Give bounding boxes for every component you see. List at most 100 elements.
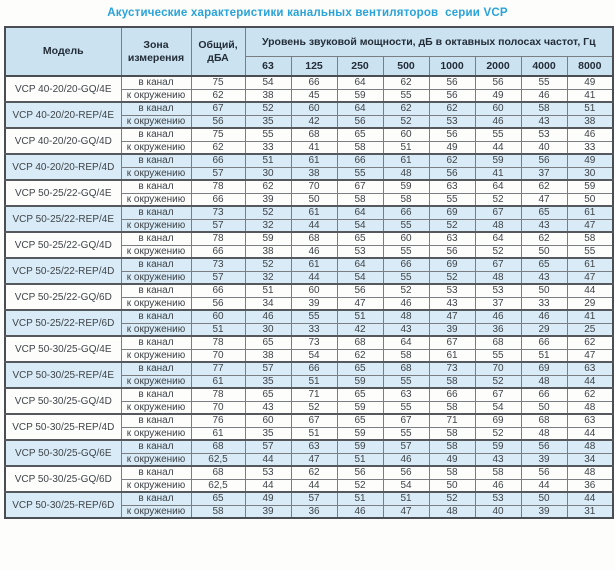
level-cell: 65 [520,205,568,220]
level-cell: 59 [382,179,430,194]
level-cell: 68 [290,127,338,142]
level-cell: 43 [428,296,476,311]
zone-cell: к окружению [120,218,192,233]
level-cell: 58 [428,426,476,441]
level-cell: 58 [474,465,522,480]
model-group: VCP 50-25/22-GQ/4D в канал 78 59 68 65 6… [4,231,614,259]
level-cell: 43 [520,114,568,129]
level-cell: 49 [428,452,476,467]
model-cell: VCP 40-20/20-REP/4E [4,101,122,129]
level-cell: 52 [474,374,522,389]
level-cell: 44 [290,270,338,285]
level-cell: 70 [290,179,338,194]
level-cell: 51 [382,491,430,506]
level-cell: 65 [336,231,384,246]
level-cell: 55 [520,75,568,90]
level-cell: 62 [336,348,384,363]
table-row: VCP 50-25/22-GQ/6D в канал 66 51 60 56 5… [4,283,614,311]
level-cell: 53 [428,283,476,298]
level-cell: 56 [336,465,384,480]
table-header: Модель Зона измерения Общий, дБА Уровень… [4,26,614,77]
level-cell: 58 [336,140,384,155]
level-cell: 43 [474,452,522,467]
level-cell: 61 [382,153,430,168]
level-cell: 57 [244,361,292,376]
zone-cell: к окружению [120,348,192,363]
level-cell: 39 [520,452,568,467]
level-cell: 46 [520,309,568,324]
level-cell: 55 [290,309,338,324]
level-cell: 46 [474,309,522,324]
level-cell: 41 [474,166,522,181]
level-cell: 36 [474,322,522,337]
level-cell: 48 [566,400,614,415]
level-cell: 48 [474,218,522,233]
level-cell: 39 [520,504,568,519]
level-cell: 67 [474,205,522,220]
level-cell: 42 [290,114,338,129]
level-cell: 60 [290,101,338,116]
level-cell: 64 [336,101,384,116]
level-cell: 47 [566,270,614,285]
model-group: VCP 40-20/20-REP/4D в канал 66 51 61 66 … [4,153,614,181]
table-row: VCP 50-30/25-GQ/4D в канал 78 65 71 65 6… [4,387,614,415]
model-group: VCP 50-25/22-REP/4E в канал 73 52 61 64 … [4,205,614,233]
model-cell: VCP 50-30/25-REP/4E [4,361,122,389]
level-cell: 66 [336,153,384,168]
level-cell: 63 [428,179,476,194]
level-cell: 58 [428,374,476,389]
level-cell: 58 [382,348,430,363]
zone-cell: в канал [120,231,192,246]
column-header-freq-63: 63 [244,55,292,77]
total-cell: 78 [190,335,246,350]
model-cell: VCP 50-30/25-GQ/4D [4,387,122,415]
level-cell: 54 [290,348,338,363]
table-row: VCP 50-30/25-REP/4E в канал 77 57 66 65 … [4,361,614,389]
level-cell: 43 [382,322,430,337]
table-row: к окружению 62,5 44 47 51 46 49 43 39 34 [5,452,614,467]
acoustic-characteristics-table: Модель Зона измерения Общий, дБА Уровень… [4,26,615,519]
level-cell: 39 [290,296,338,311]
header-row-frequencies: 63 125 250 500 1000 2000 4000 8000 [5,55,614,77]
total-cell: 65 [190,491,246,506]
total-cell: 51 [190,322,246,337]
level-cell: 49 [566,153,614,168]
level-cell: 66 [520,335,568,350]
total-cell: 75 [190,75,246,90]
zone-cell: в канал [120,413,192,428]
level-cell: 47 [520,192,568,207]
total-cell: 68 [190,439,246,454]
level-cell: 70 [474,361,522,376]
level-cell: 69 [520,361,568,376]
level-cell: 56 [474,75,522,90]
level-cell: 51 [244,153,292,168]
level-cell: 55 [382,88,430,103]
level-cell: 60 [474,101,522,116]
level-cell: 54 [336,270,384,285]
level-cell: 31 [566,504,614,519]
level-cell: 69 [428,205,476,220]
zone-cell: в канал [120,387,192,402]
total-cell: 66 [190,244,246,259]
level-cell: 57 [382,439,430,454]
level-cell: 63 [566,413,614,428]
level-cell: 46 [290,244,338,259]
level-cell: 33 [566,140,614,155]
table-row: к окружению 70 43 52 59 55 58 54 50 48 [5,400,614,415]
level-cell: 62 [382,75,430,90]
level-cell: 62 [428,101,476,116]
table-row: к окружению 66 38 46 53 55 56 52 50 55 [5,244,614,259]
level-cell: 48 [474,270,522,285]
level-cell: 51 [382,140,430,155]
zone-cell: к окружению [120,322,192,337]
level-cell: 58 [428,465,476,480]
level-cell: 48 [566,439,614,454]
level-cell: 35 [244,426,292,441]
total-cell: 66 [190,153,246,168]
level-cell: 63 [566,361,614,376]
level-cell: 66 [382,257,430,272]
total-cell: 56 [190,114,246,129]
level-cell: 61 [290,205,338,220]
level-cell: 60 [382,231,430,246]
level-cell: 25 [566,322,614,337]
